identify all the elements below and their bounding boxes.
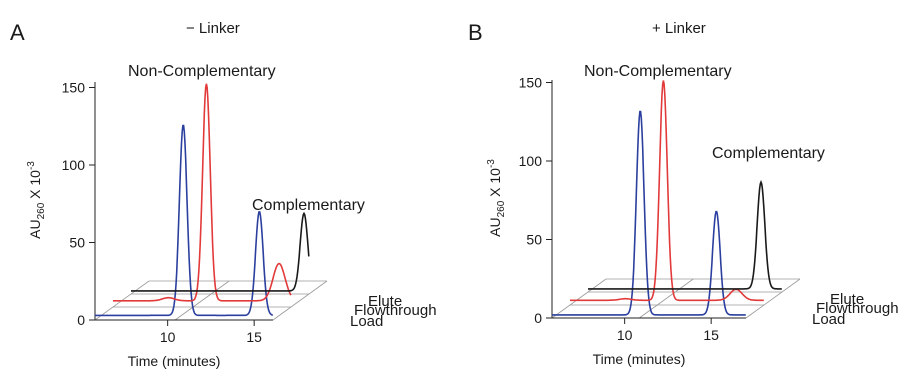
floor-depth-line <box>551 278 607 319</box>
y-tick-label: 100 <box>62 157 86 173</box>
y-label-main: AU <box>487 217 503 236</box>
trace-elute <box>588 179 782 290</box>
floor-depth-line <box>272 280 328 321</box>
trace-load <box>552 110 746 316</box>
annotation-complementary: Complementary <box>712 145 825 162</box>
y-tick-label: 0 <box>77 312 85 328</box>
panel-b-condition: + Linker <box>652 20 706 37</box>
y-label-rest: X 10 <box>487 168 503 201</box>
x-tick-label: 10 <box>160 329 176 345</box>
y-tick-label: 50 <box>526 232 542 248</box>
y-label-rest: X 10 <box>27 170 43 203</box>
trace-label-elute: Elute <box>830 291 864 308</box>
y-tick-label: 100 <box>519 153 543 169</box>
trace-label-load: Load <box>812 311 845 328</box>
y-axis-label: AU260 X 10-3 <box>486 159 507 237</box>
y-label-main: AU <box>27 219 43 238</box>
floor-depth-line <box>745 278 801 319</box>
trace-label-load: Load <box>350 313 383 330</box>
y-tick-label: 0 <box>534 310 542 326</box>
panel-a-condition: − Linker <box>186 20 240 37</box>
x-axis-label: Time (minutes) <box>128 353 221 369</box>
y-tick-label: 150 <box>62 80 86 96</box>
trace-label-flowthrough: Flowthrough <box>816 300 899 317</box>
trace-label-elute: Elute <box>368 293 402 310</box>
x-tick-label: 15 <box>246 329 262 345</box>
y-tick-label: 150 <box>519 75 543 91</box>
annotation-non-complementary: Non-Complementary <box>128 63 276 80</box>
panel-a-chart: 0 50 100 150 10 15 Time (minutes) AU260 X 10-3 L… <box>26 63 437 369</box>
y-label-exp: -3 <box>486 159 497 168</box>
panel-a-letter: A <box>10 20 25 45</box>
y-axis-label: AU260 X 10-3 <box>26 161 47 239</box>
trace-label-flowthrough: Flowthrough <box>354 302 437 319</box>
x-axis-label: Time (minutes) <box>593 351 686 367</box>
y-label-sub: 260 <box>496 200 507 217</box>
annotation-non-complementary: Non-Complementary <box>584 63 732 80</box>
floor-depth-line <box>174 280 230 321</box>
panel-b-letter: B <box>468 20 483 45</box>
y-label-exp: -3 <box>26 161 37 170</box>
floor-depth-line <box>639 278 694 319</box>
trace-elute <box>131 211 310 292</box>
trace-load <box>95 124 274 317</box>
x-tick-label: 10 <box>617 327 633 343</box>
trace-flowthrough <box>570 80 764 302</box>
y-tick-label: 50 <box>69 235 85 251</box>
x-tick-label: 15 <box>703 327 719 343</box>
annotation-complementary: Complementary <box>252 197 365 214</box>
trace-flowthrough <box>113 83 292 302</box>
panel-b-chart: 0 50 100 150 10 15 Time (minutes) AU260 X 10-3 L… <box>486 63 899 367</box>
y-label-sub: 260 <box>36 202 47 219</box>
